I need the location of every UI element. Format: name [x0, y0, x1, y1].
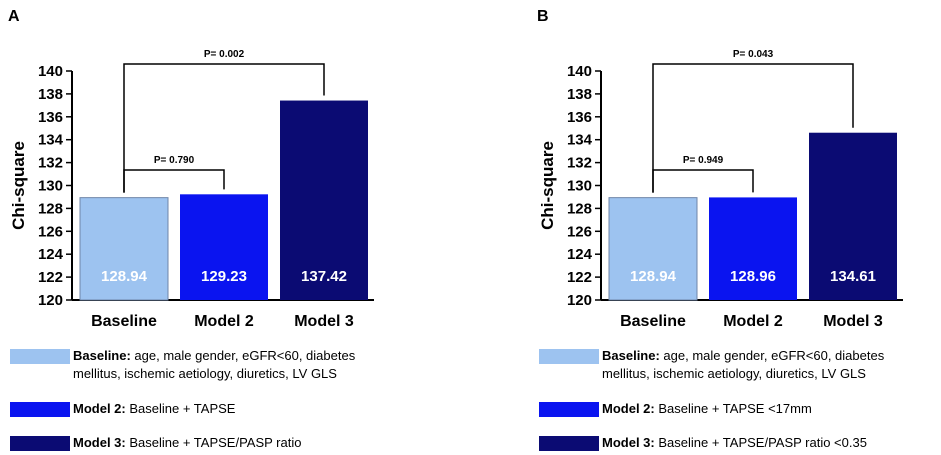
bar-value-label: 134.61	[830, 268, 876, 285]
p-value-label: P= 0.002	[204, 49, 245, 60]
legend-swatch	[539, 402, 599, 417]
y-tick-label: 124	[567, 246, 593, 263]
legend-baseline: Baseline: age, male gender, eGFR<60, dia…	[10, 347, 403, 383]
bar-value-label: 129.23	[201, 268, 247, 285]
legend-model2: Model 2: Baseline + TAPSE	[10, 400, 235, 418]
bar	[280, 100, 368, 300]
legend-model3: Model 3: Baseline + TAPSE/PASP ratio	[10, 434, 301, 452]
y-axis-label: Chi-square	[538, 141, 557, 230]
bar-value-label: 137.42	[301, 268, 347, 285]
legend-baseline: Baseline: age, male gender, eGFR<60, dia…	[539, 347, 932, 383]
y-tick-label: 138	[38, 86, 63, 103]
bar-value-label: 128.96	[730, 268, 776, 285]
y-tick-label: 140	[567, 63, 592, 80]
legend-name: Baseline:	[73, 348, 131, 363]
legend-swatch	[539, 436, 599, 451]
legend-desc: Baseline + TAPSE <17mm	[654, 401, 812, 416]
y-tick-label: 124	[38, 246, 64, 263]
significance-bracket	[123, 169, 225, 193]
y-tick-label: 138	[567, 86, 592, 103]
x-tick-label: Baseline	[620, 313, 686, 330]
bar-chart: Chi-square 120 122 124 126 128 130 132 134 136 138…	[9, 49, 374, 330]
panel-label: B	[537, 8, 549, 25]
y-tick-label: 126	[38, 223, 63, 240]
y-tick-label: 136	[567, 109, 592, 126]
bar	[809, 132, 897, 300]
bar	[709, 197, 797, 300]
x-tick-label: Model 2	[723, 313, 783, 330]
bar-value-label: 128.94	[101, 268, 148, 285]
legend-model2: Model 2: Baseline + TAPSE <17mm	[539, 400, 812, 418]
y-tick-label: 140	[38, 63, 63, 80]
significance-bracket	[652, 63, 854, 193]
p-value-label: P= 0.790	[154, 155, 195, 166]
y-tick-label: 136	[38, 109, 63, 126]
bar	[79, 197, 169, 301]
y-tick-label: 128	[38, 200, 63, 217]
legend-name: Model 3:	[602, 435, 655, 450]
bar-value-label: 128.94	[630, 268, 677, 285]
significance-bracket	[123, 63, 325, 193]
y-tick-label: 122	[38, 269, 63, 286]
y-tick-label: 120	[38, 292, 63, 309]
y-tick-label: 130	[38, 178, 63, 195]
x-tick-label: Model 3	[823, 313, 883, 330]
panel-a: A Chi-square 120 122 124 126 128 130 132 134 136 1…	[0, 0, 470, 455]
legend-swatch	[10, 402, 70, 417]
panel-label: A	[8, 8, 20, 25]
y-tick-label: 122	[567, 269, 592, 286]
x-tick-label: Model 3	[294, 313, 354, 330]
x-tick-label: Baseline	[91, 313, 157, 330]
legend-desc: age, male gender, eGFR<60, diabetes mell…	[73, 348, 356, 381]
legend-desc: Baseline + TAPSE	[125, 401, 236, 416]
y-axis-label: Chi-square	[9, 141, 28, 230]
bar	[608, 197, 698, 301]
y-tick-label: 134	[38, 132, 64, 149]
x-tick-label: Model 2	[194, 313, 254, 330]
legend-swatch	[10, 349, 70, 364]
p-value-label: P= 0.949	[683, 155, 724, 166]
legend-name: Model 2:	[602, 401, 655, 416]
legend-model3: Model 3: Baseline + TAPSE/PASP ratio <0.…	[539, 434, 867, 452]
legend-name: Model 3:	[73, 435, 126, 450]
y-tick-label: 126	[567, 223, 592, 240]
y-tick-label: 128	[567, 200, 592, 217]
significance-bracket	[652, 169, 754, 193]
y-tick-label: 132	[567, 155, 592, 172]
y-tick-label: 120	[567, 292, 592, 309]
legend-desc: age, male gender, eGFR<60, diabetes mell…	[602, 348, 885, 381]
legend-desc: Baseline + TAPSE/PASP ratio <0.35	[654, 435, 867, 450]
y-tick-label: 130	[567, 178, 592, 195]
y-tick-label: 132	[38, 155, 63, 172]
legend-swatch	[10, 436, 70, 451]
bar-chart: Chi-square 120 122 124 126 128 130 132 134 136 138…	[538, 49, 903, 330]
p-value-label: P= 0.043	[733, 49, 774, 60]
legend-desc: Baseline + TAPSE/PASP ratio	[125, 435, 302, 450]
legend-swatch	[539, 349, 599, 364]
bar	[180, 194, 268, 300]
y-tick-label: 134	[567, 132, 593, 149]
legend-name: Model 2:	[73, 401, 126, 416]
legend-name: Baseline:	[602, 348, 660, 363]
panel-b: B Chi-square 120 122 124 126 128 130 132 134 136 1…	[529, 0, 941, 455]
